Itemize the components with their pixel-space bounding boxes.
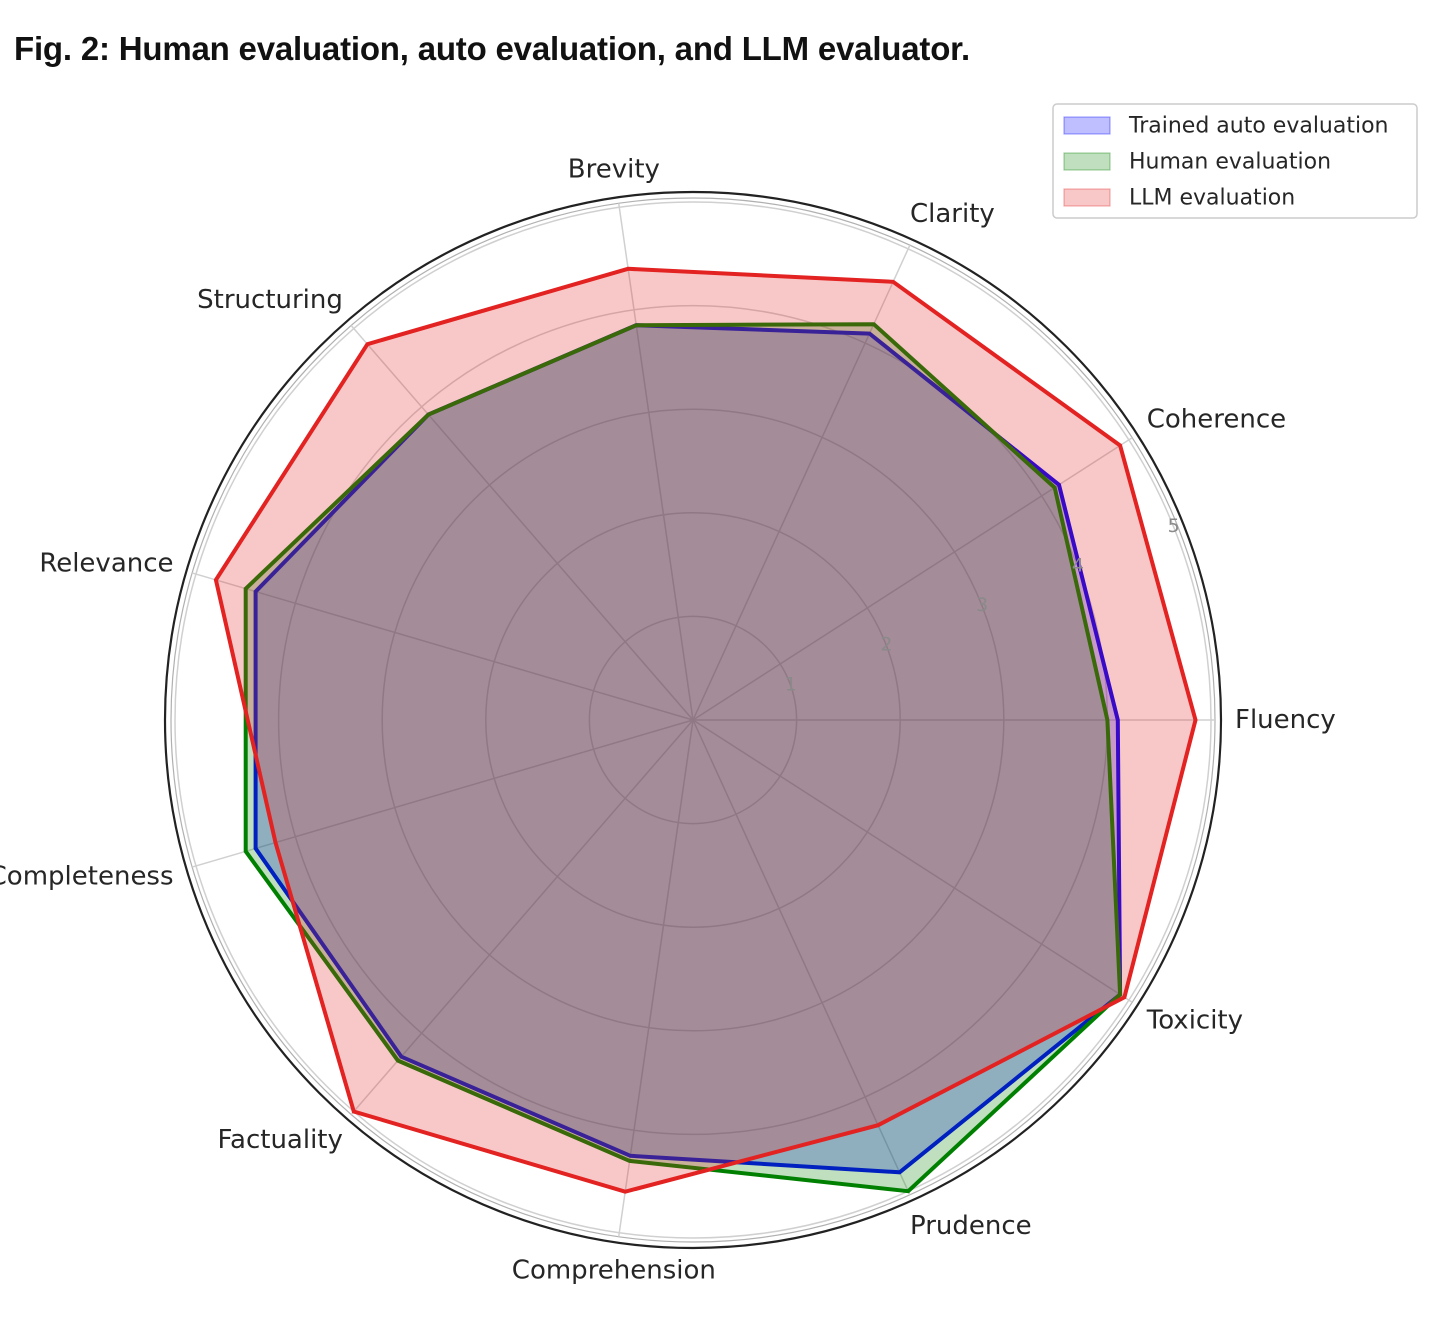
tick-label-2: 2 <box>880 634 892 656</box>
spoke-comprehension <box>617 719 694 1237</box>
tick-label-4: 4 <box>1072 554 1084 576</box>
spoke-prudence <box>692 719 911 1196</box>
series-trained-auto-evaluation <box>253 323 1123 1175</box>
spoke-factuality <box>350 719 694 1115</box>
tick-label-3: 3 <box>976 594 988 616</box>
legend-swatch-trained-auto-evaluation <box>1063 116 1111 135</box>
spoke-brevity <box>617 203 694 721</box>
axis-label-coherence: Coherence <box>1147 404 1286 434</box>
axis-label-clarity: Clarity <box>910 199 995 229</box>
axis-label-structuring: Structuring <box>197 285 343 315</box>
axis-label-prudence: Prudence <box>910 1211 1032 1241</box>
axis-label-toxicity: Toxicity <box>1146 1006 1243 1036</box>
figure-title: Fig. 2: Human evaluation, auto evaluatio… <box>14 30 970 67</box>
legend: Trained auto evaluation Human evaluation L… <box>1052 103 1418 219</box>
legend-swatch-human-evaluation <box>1063 152 1111 171</box>
radar-tick-labels: 1 2 3 4 5 <box>785 515 1180 696</box>
axis-label-fluency: Fluency <box>1235 705 1336 735</box>
spoke-toxicity <box>692 719 1133 1003</box>
legend-label-llm-evaluation: LLM evaluation <box>1129 186 1295 211</box>
radar-axis-labels: Fluency Coherence Clarity Brevity Structurin… <box>0 155 1336 1286</box>
spoke-structuring <box>350 325 694 721</box>
legend-label-trained-auto-evaluation: Trained auto evaluation <box>1128 114 1389 139</box>
axis-label-factuality: Factuality <box>217 1125 342 1155</box>
tick-label-1: 1 <box>785 673 797 695</box>
radar-series <box>213 266 1198 1194</box>
legend-box <box>1052 103 1418 219</box>
axis-label-comprehension: Comprehension <box>512 1255 716 1285</box>
axis-label-brevity: Brevity <box>568 155 660 185</box>
axis-label-relevance: Relevance <box>39 548 173 578</box>
radar-frame-outer <box>163 190 1223 1250</box>
legend-label-human-evaluation: Human evaluation <box>1129 150 1331 175</box>
series-llm-evaluation <box>213 266 1198 1194</box>
axis-label-completeness: Completeness <box>0 862 174 892</box>
spoke-relevance <box>191 572 694 721</box>
tick-label-5: 5 <box>1168 515 1180 537</box>
legend-swatch-llm-evaluation <box>1063 188 1111 207</box>
